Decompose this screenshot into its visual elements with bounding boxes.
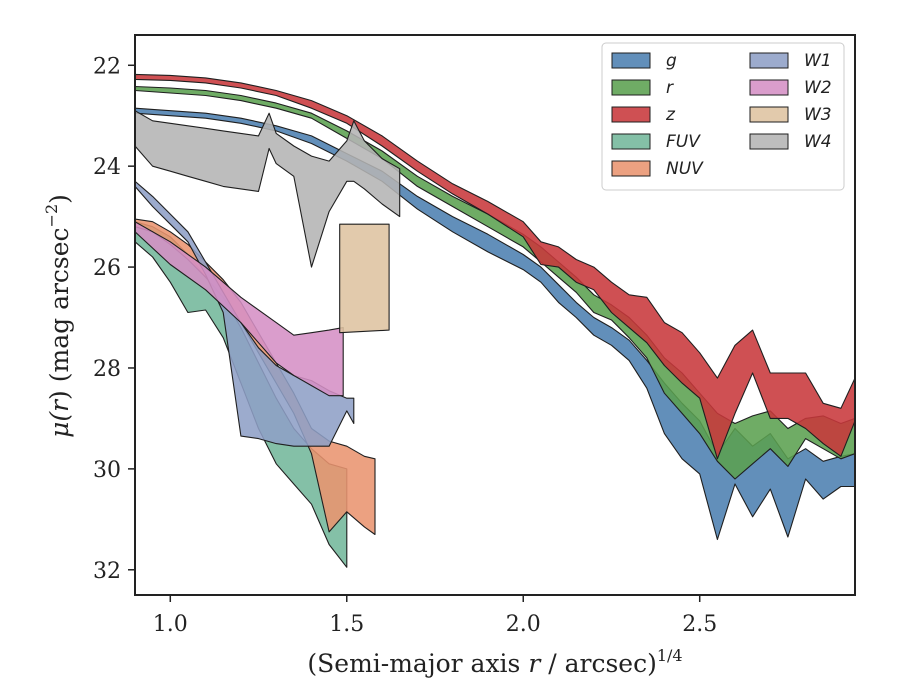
- legend-swatch-fuv: [611, 133, 651, 150]
- y-tick-label: 26: [93, 256, 121, 281]
- y-tick-label: 22: [93, 54, 121, 79]
- legend-swatch-w1: [749, 52, 789, 69]
- legend-swatch-w3: [749, 106, 789, 123]
- legend-swatch-nuv: [611, 160, 651, 177]
- legend-swatch-w4: [749, 133, 789, 150]
- series-band-w4: [135, 110, 401, 268]
- legend-label-fuv: FUV: [666, 132, 701, 152]
- y-tick-label: 28: [93, 357, 121, 382]
- legend-swatch-g: [611, 52, 651, 69]
- x-tick-label: 2.0: [506, 612, 541, 637]
- legend: grz FUV NUV W1 W2 W3 W4: [601, 42, 845, 191]
- series-band-z: [135, 73, 855, 460]
- y-axis-label: μ(r) (mag arcsec−2): [42, 194, 74, 438]
- plot-frame: [134, 34, 856, 596]
- legend-label-w4: W4: [804, 132, 832, 152]
- y-tick-label: 24: [93, 155, 121, 180]
- y-tick-label: 30: [93, 458, 121, 483]
- x-axis: 1.0 1.5 2.0 2.5: [153, 595, 717, 637]
- legend-label-nuv: NUV: [666, 159, 704, 179]
- x-tick-label: 1.0: [153, 612, 188, 637]
- series-band-w2: [135, 221, 344, 397]
- y-tick-label: 32: [93, 559, 121, 584]
- legend-swatch-z: [611, 106, 651, 123]
- series-layer: [135, 73, 855, 568]
- legend-label-w2: W2: [804, 78, 832, 98]
- y-axis: 22 24 26 28 30 32: [93, 54, 135, 584]
- legend-label-w1: W1: [804, 51, 832, 71]
- legend-label-z: z: [665, 105, 676, 125]
- x-tick-label: 1.5: [329, 612, 364, 637]
- legend-swatch-w2: [749, 79, 789, 96]
- legend-label-g: g: [666, 51, 677, 71]
- x-tick-label: 2.5: [682, 612, 717, 637]
- series-band-g: [135, 107, 855, 541]
- legend-label-r: r: [666, 78, 674, 98]
- series-band-w3: [339, 223, 390, 334]
- x-axis-label: (Semi-major axis r / arcsec)1/4: [307, 646, 682, 678]
- legend-label-w3: W3: [804, 105, 832, 125]
- legend-swatch-r: [611, 79, 651, 96]
